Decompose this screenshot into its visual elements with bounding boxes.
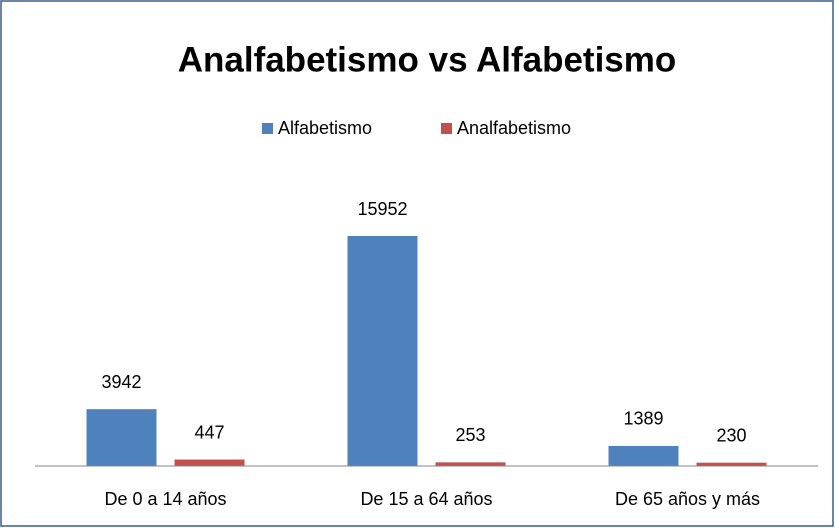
legend-label: Analfabetismo xyxy=(457,118,571,138)
data-label: 447 xyxy=(194,422,224,442)
bar xyxy=(435,462,506,466)
x-tick-label: De 65 años y más xyxy=(615,489,760,509)
legend-swatch xyxy=(441,123,452,134)
x-tick-label: De 15 a 64 años xyxy=(360,489,492,509)
data-label: 15952 xyxy=(357,199,407,219)
x-tick-label: De 0 a 14 años xyxy=(104,489,226,509)
data-label: 253 xyxy=(455,425,485,445)
bar xyxy=(696,462,767,466)
chart-title: Analfabetismo vs Alfabetismo xyxy=(178,40,677,79)
legend-label: Alfabetismo xyxy=(278,118,372,138)
bar xyxy=(608,445,679,466)
legend-swatch xyxy=(262,123,273,134)
data-label: 230 xyxy=(716,425,746,445)
bar xyxy=(86,409,157,466)
data-label: 1389 xyxy=(623,409,663,429)
bar xyxy=(347,236,418,466)
data-label: 3942 xyxy=(101,372,141,392)
bar xyxy=(174,459,245,466)
